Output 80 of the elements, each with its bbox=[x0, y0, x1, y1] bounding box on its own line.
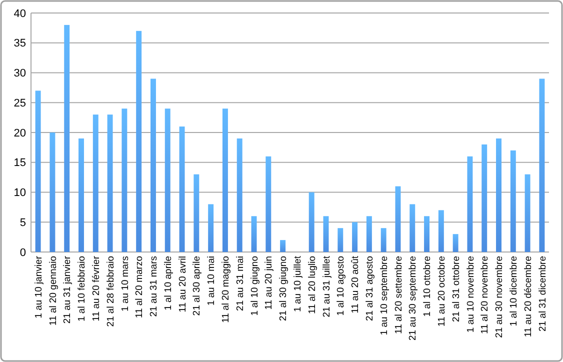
x-tick-label: 1 au 10 novembre bbox=[465, 256, 476, 333]
bar bbox=[438, 210, 444, 252]
x-tick-label: 21 al 30 aprile bbox=[192, 256, 203, 316]
bar bbox=[539, 78, 545, 252]
bar bbox=[179, 126, 185, 252]
x-tick-label: 21 al 31 ottobre bbox=[450, 256, 462, 322]
x-tick-label: 1 al 10 dicembre bbox=[508, 256, 520, 326]
bar bbox=[424, 216, 430, 252]
bar bbox=[380, 228, 386, 252]
bar bbox=[467, 156, 473, 252]
x-tick-label: 21 au 31 janvier bbox=[62, 256, 74, 324]
y-tick-label: 0 bbox=[20, 246, 26, 259]
x-tick-label: 21 al 31 agosto bbox=[364, 256, 376, 321]
bar bbox=[510, 150, 516, 252]
y-tick-label: 25 bbox=[14, 97, 26, 110]
x-tick-label: 21 al 30 giugno bbox=[278, 256, 290, 321]
bar bbox=[107, 114, 113, 252]
x-tick-label: 1 au 10 septembre bbox=[378, 256, 390, 336]
x-tick-label: 21 au 31 mai bbox=[234, 256, 246, 311]
x-tick-label: 21 au 31 juillet bbox=[321, 256, 332, 318]
bar bbox=[122, 108, 128, 252]
y-tick-label: 40 bbox=[14, 8, 26, 20]
x-tick-label: 11 au 20 août bbox=[350, 256, 362, 314]
bar bbox=[280, 240, 286, 252]
x-tick-label: 1 al 10 giugno bbox=[249, 256, 260, 316]
bar bbox=[78, 138, 84, 252]
bar bbox=[150, 78, 156, 252]
bar bbox=[164, 108, 170, 252]
x-tick-label: 11 al 20 gennaio bbox=[48, 256, 59, 326]
x-tick-label: 1 al 10 ottobre bbox=[422, 256, 434, 317]
bar bbox=[395, 186, 401, 252]
bar bbox=[366, 216, 372, 252]
bar bbox=[452, 234, 458, 252]
y-tick-label: 35 bbox=[14, 38, 26, 50]
x-tick-label: 21 al 31 dicembre bbox=[537, 256, 548, 332]
bar bbox=[251, 216, 257, 252]
bar bbox=[222, 108, 228, 252]
bar bbox=[266, 156, 272, 252]
x-tick-label: 21 al 28 febbraio bbox=[105, 256, 116, 327]
x-tick-label: 1 al 10 aprile bbox=[162, 256, 174, 310]
bar bbox=[194, 174, 200, 252]
bar bbox=[338, 228, 344, 252]
x-tick-label: 1 au 10 janvier bbox=[33, 256, 44, 318]
x-tick-label: 11 al 20 settembre bbox=[393, 256, 404, 334]
x-tick-label: 11 au 20 juin bbox=[264, 256, 275, 310]
bar bbox=[208, 204, 214, 252]
x-tick-label: 1 au 10 mai bbox=[206, 256, 218, 306]
bar bbox=[92, 114, 98, 252]
x-tick-label: 11 au 20 octobre bbox=[436, 256, 448, 327]
bar bbox=[35, 90, 41, 252]
x-tick-label: 1 al 10 agosto bbox=[336, 256, 347, 316]
y-tick-label: 15 bbox=[14, 157, 26, 170]
y-tick-label: 10 bbox=[14, 187, 26, 200]
x-tick-label: 21 au 31 mars bbox=[148, 256, 160, 317]
y-tick-label: 30 bbox=[14, 68, 26, 80]
x-tick-label: 11 au 20 avril bbox=[177, 256, 188, 312]
x-tick-label: 21 au 30 novembre bbox=[494, 256, 506, 338]
bar bbox=[482, 144, 488, 252]
bar bbox=[352, 222, 358, 252]
y-tick-label: 5 bbox=[20, 216, 26, 229]
x-tick-label: 1 au 10 mars bbox=[120, 256, 131, 312]
y-tick-label: 20 bbox=[14, 127, 26, 140]
bar bbox=[308, 192, 314, 252]
x-tick-label: 11 al 20 novembre bbox=[480, 256, 491, 334]
x-tick-label: 11 al 20 marzo bbox=[134, 256, 146, 318]
bar bbox=[136, 30, 142, 252]
bar bbox=[496, 138, 502, 252]
x-tick-label: 11 al 20 maggio bbox=[220, 256, 232, 323]
bar bbox=[524, 174, 530, 252]
x-tick-label: 21 au 30 septembre bbox=[408, 256, 419, 341]
bar bbox=[50, 132, 56, 252]
x-tick-label: 11 au 20 février bbox=[90, 256, 102, 322]
bar bbox=[236, 138, 242, 252]
bar bbox=[410, 204, 416, 252]
x-tick-label: 11 al 20 luglio bbox=[306, 256, 318, 314]
bar bbox=[64, 24, 70, 252]
x-tick-label: 11 au 20 décembre bbox=[522, 256, 534, 338]
x-tick-label: 1 al 10 febbraio bbox=[76, 256, 88, 322]
bar bbox=[323, 216, 329, 252]
x-tick-label: 1 au 10 juillet bbox=[292, 256, 304, 312]
